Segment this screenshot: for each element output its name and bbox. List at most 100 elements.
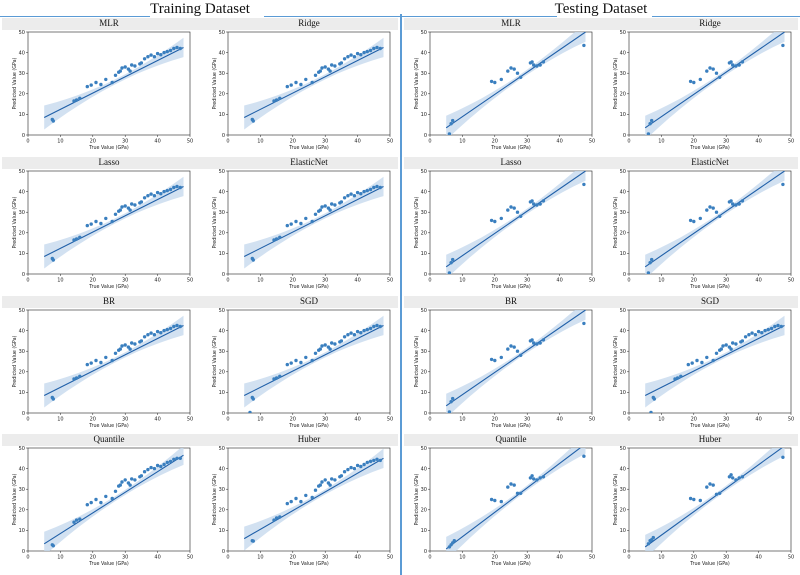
data-point <box>349 331 353 335</box>
data-point <box>489 79 494 84</box>
x-tick-label: 0 <box>428 139 431 145</box>
x-axis-label: True Value (GPa) <box>288 145 329 151</box>
data-point <box>506 208 510 212</box>
data-point <box>278 374 282 378</box>
data-point <box>146 55 150 59</box>
data-point <box>139 339 144 343</box>
data-point <box>650 257 654 262</box>
data-point <box>51 258 55 262</box>
plot-frame <box>429 309 593 414</box>
data-point <box>648 122 652 126</box>
data-point <box>378 46 382 51</box>
subplot-title: BR <box>103 296 115 306</box>
data-point <box>274 516 279 520</box>
data-point <box>506 347 510 351</box>
data-point <box>289 222 293 226</box>
x-axis-label: True Value (GPa) <box>88 423 129 429</box>
data-point <box>339 200 344 204</box>
y-tick-label: 30 <box>620 71 626 77</box>
data-point <box>175 323 179 328</box>
data-point <box>128 69 132 73</box>
plot-frame <box>27 170 191 275</box>
data-point <box>512 345 516 349</box>
confidence-band <box>446 171 586 274</box>
data-point <box>714 351 719 355</box>
data-point <box>515 491 520 495</box>
x-tick-label: 20 <box>290 139 296 145</box>
data-point <box>74 376 79 380</box>
data-point <box>299 360 303 365</box>
data-point <box>99 82 103 87</box>
data-point <box>688 79 693 84</box>
confidence-band <box>244 315 384 408</box>
data-point <box>714 210 719 214</box>
data-point <box>168 48 173 53</box>
x-tick-label: 30 <box>322 417 328 423</box>
data-point <box>123 204 127 208</box>
subplot-title: Quantile <box>496 434 527 444</box>
data-point <box>766 327 770 332</box>
data-point <box>378 324 382 329</box>
data-point <box>493 219 497 224</box>
data-point <box>85 503 90 507</box>
data-point <box>489 218 494 223</box>
x-tick-label: 30 <box>122 278 128 284</box>
data-point <box>118 347 123 351</box>
data-point <box>489 357 494 362</box>
data-point <box>530 60 534 64</box>
data-point <box>648 261 652 265</box>
data-point <box>705 355 709 360</box>
data-point <box>139 61 144 65</box>
x-tick-label: 0 <box>428 417 431 423</box>
data-point <box>149 192 153 196</box>
data-point <box>649 410 653 413</box>
data-point <box>673 377 677 381</box>
data-point <box>362 50 366 55</box>
data-point <box>278 235 282 239</box>
data-point <box>289 499 293 504</box>
x-axis-label: True Value (GPa) <box>490 561 531 567</box>
x-tick-label: 20 <box>90 555 96 561</box>
y-tick-label: 20 <box>19 508 25 514</box>
y-tick-label: 50 <box>620 169 626 175</box>
y-tick-label: 30 <box>421 349 427 355</box>
data-point <box>248 410 252 413</box>
data-point <box>729 199 733 203</box>
x-tick-label: 30 <box>122 139 128 145</box>
data-point <box>493 358 497 363</box>
y-tick-label: 20 <box>620 508 626 514</box>
y-axis-label: Predicted Value (GPa) <box>212 473 218 525</box>
plot-frame <box>628 309 792 414</box>
data-point <box>650 118 654 123</box>
data-point <box>162 189 166 194</box>
data-point <box>714 71 719 75</box>
x-axis-label: True Value (GPa) <box>689 423 730 429</box>
data-point <box>781 43 785 48</box>
y-tick-label: 10 <box>19 390 25 396</box>
plot-area <box>445 310 586 413</box>
confidence-band <box>446 310 586 413</box>
data-point <box>133 478 137 482</box>
data-point <box>272 99 276 103</box>
plot-area <box>644 171 785 274</box>
data-point <box>155 329 160 334</box>
data-point <box>695 358 699 363</box>
plot-frame <box>27 309 191 414</box>
data-point <box>339 61 344 65</box>
data-point <box>781 182 785 187</box>
data-point <box>499 77 503 82</box>
data-point <box>251 397 255 401</box>
data-point <box>532 477 536 481</box>
x-tick-label: 50 <box>788 278 794 284</box>
y-tick-label: 20 <box>421 231 427 237</box>
x-tick-label: 20 <box>691 139 697 145</box>
y-tick-label: 40 <box>620 50 626 56</box>
data-point <box>251 539 255 543</box>
training-dataset-title: Training Dataset <box>150 1 250 17</box>
x-tick-label: 0 <box>226 139 229 145</box>
subplot-title: Huber <box>699 434 722 444</box>
data-point <box>162 462 166 467</box>
data-point <box>541 199 546 203</box>
data-point <box>146 333 150 337</box>
subplot-title: Quantile <box>94 434 125 444</box>
